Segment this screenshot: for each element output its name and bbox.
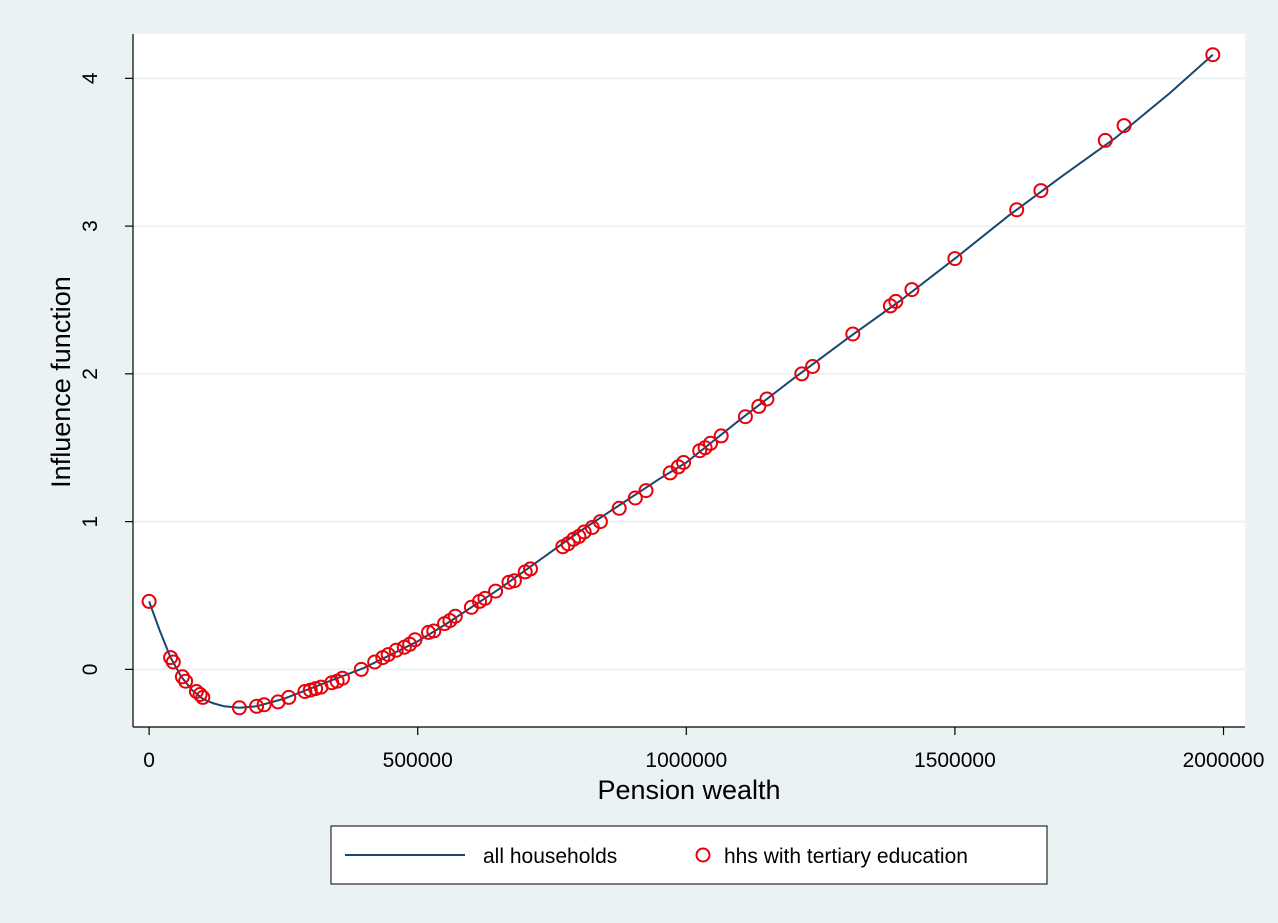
scatter-point-24 [388,642,404,658]
scatter-point-67 [947,251,963,267]
x-axis-title: Pension wealth [597,775,780,805]
x-tick-label-4: 2000000 [1183,749,1265,772]
scatter-point-48 [611,500,627,516]
scatter-point-50 [638,483,654,499]
scatter-point-21 [367,654,383,670]
scatter-point-72 [1205,47,1221,63]
scatter-point-56 [703,435,718,451]
scatter-point-36 [488,583,504,599]
scatter-point-23 [380,647,396,663]
x-tick-label-3: 1500000 [914,749,996,772]
scatter-point-40 [523,561,538,577]
scatter-point-57 [713,428,729,444]
scatter-point-62 [805,359,821,374]
scatter-point-59 [751,398,767,414]
scatter-point-27 [407,632,423,648]
scatter-point-38 [506,573,522,589]
y-tick-label-0: 0 [79,664,102,676]
x-tick-label-1: 500000 [383,749,453,772]
y-tick-label-3: 3 [79,220,102,232]
axes [125,34,1245,735]
plot-area [133,34,1245,727]
scatter-point-20 [353,661,369,677]
scatter-point-32 [447,608,463,624]
legend: all households hhs with tertiary educati… [330,825,1048,885]
series-layer [141,47,1221,716]
gridlines [133,77,1245,671]
scatter-point-49 [627,490,643,506]
scatter-point-19 [335,670,350,686]
scatter-point-7 [195,689,211,705]
scatter-point-47 [592,514,608,530]
tick-labels: 0 1 2 3 4 0 500000 1000000 1500000 2000000 [79,72,1264,772]
scatter-point-8 [231,700,247,716]
scatter-point-70 [1097,132,1113,148]
y-tick-label-2: 2 [79,368,102,380]
scatter-point-12 [281,689,297,705]
scatter-point-9 [249,698,265,714]
scatter-point-0 [141,593,157,609]
x-tick-label-0: 0 [143,749,155,772]
scatter-point-29 [426,623,442,639]
scatter-point-2 [165,654,181,670]
legend-swatch-tertiary [695,847,711,863]
scatter-point-45 [576,524,592,540]
legend-label-tertiary: hhs with tertiary education [724,845,968,868]
x-tick-label-2: 1000000 [645,749,727,772]
scatter-point-68 [1009,202,1025,218]
legend-box [330,825,1048,885]
y-tick-label-4: 4 [79,72,102,84]
scatter-point-4 [178,673,194,689]
scatter-point-60 [759,391,775,407]
y-tick-label-1: 1 [79,516,102,528]
scatter-point-10 [256,697,272,713]
scatter-point-66 [904,282,920,298]
y-axis-title: Influence function [46,276,76,488]
legend-label-all-households: all households [483,845,617,868]
scatter-point-65 [888,293,904,309]
scatter-point-58 [737,409,753,425]
scatter-point-6 [192,687,208,702]
scatter-point-69 [1033,183,1049,199]
scatter-point-35 [477,590,493,606]
scatter-point-3 [174,669,190,685]
scatter-point-53 [676,455,692,470]
scatter-point-61 [794,366,810,382]
scatter-point-71 [1116,118,1132,134]
scatter-point-63 [845,326,861,342]
